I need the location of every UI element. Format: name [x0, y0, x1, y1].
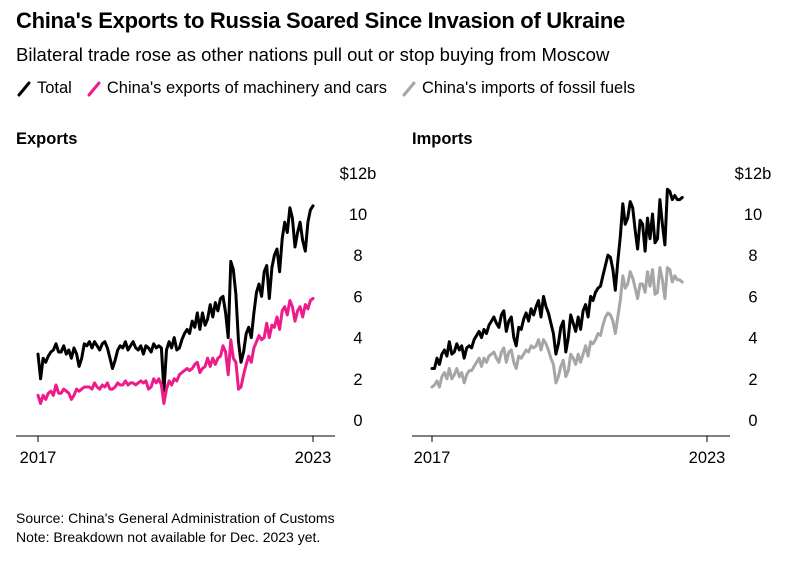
exports-y-tick-label: 2	[353, 371, 362, 389]
imports-series-0	[430, 187, 684, 370]
imports-series-1	[430, 266, 684, 389]
chart-subtitle: Bilateral trade rose as other nations pu…	[16, 44, 610, 65]
exports-x-tick-label: 2017	[20, 449, 57, 467]
imports-y-tick-label: 0	[748, 412, 757, 430]
chart-title: China's Exports to Russia Soared Since I…	[16, 8, 625, 33]
exports-y-tick-label: 8	[353, 247, 362, 265]
legend-swatch-fossil-fuels	[402, 81, 416, 96]
imports-y-tick-label: 8	[748, 247, 757, 265]
exports-y-tick-label: 4	[353, 330, 362, 348]
imports-panel-title: Imports	[412, 130, 473, 148]
imports-x-tick-label: 2017	[414, 449, 451, 467]
legend-swatch-machinery-mark	[87, 81, 101, 96]
exports-unit-label: $12b	[340, 165, 377, 183]
exports-panel-title: Exports	[16, 130, 78, 148]
exports-y-tick-label: 10	[349, 206, 367, 224]
exports-series-0	[36, 204, 315, 393]
exports-y-tick-label: 6	[353, 288, 362, 306]
exports-chart: 2017 2023 0 2 4 6 8 10 $12b	[16, 165, 377, 467]
exports-y-tick-label: 0	[353, 412, 362, 430]
imports-unit-label: $12b	[735, 165, 772, 183]
legend-label-total: Total	[37, 79, 72, 97]
legend: Total China's exports of machinery and c…	[16, 79, 649, 98]
legend-swatch-machinery	[87, 81, 101, 96]
legend-item-total: Total	[16, 79, 72, 98]
imports-y-tick-label: 4	[748, 330, 757, 348]
imports-chart: 2017 2023 0 2 4 6 8 10 $12b	[412, 165, 772, 467]
legend-label-fossil-fuels: China's imports of fossil fuels	[421, 79, 636, 97]
exports-x-tick-label: 2023	[295, 449, 332, 467]
imports-y-tick-label: 10	[744, 206, 762, 224]
exports-series-1	[36, 297, 315, 405]
legend-item-fossil-fuels: China's imports of fossil fuels	[401, 79, 635, 98]
legend-label-machinery: China's exports of machinery and cars	[106, 79, 387, 97]
legend-swatch-total-mark	[17, 81, 31, 96]
source-note: Source: China's General Administration o…	[16, 510, 335, 526]
breakdown-note: Note: Breakdown not available for Dec. 2…	[16, 529, 321, 545]
imports-y-tick-label: 6	[748, 288, 757, 306]
imports-x-tick-label: 2023	[689, 449, 726, 467]
legend-swatch-total	[17, 81, 31, 96]
legend-swatch-fossil-fuels-mark	[402, 81, 416, 96]
legend-item-machinery: China's exports of machinery and cars	[86, 79, 387, 98]
imports-y-tick-label: 2	[748, 371, 757, 389]
